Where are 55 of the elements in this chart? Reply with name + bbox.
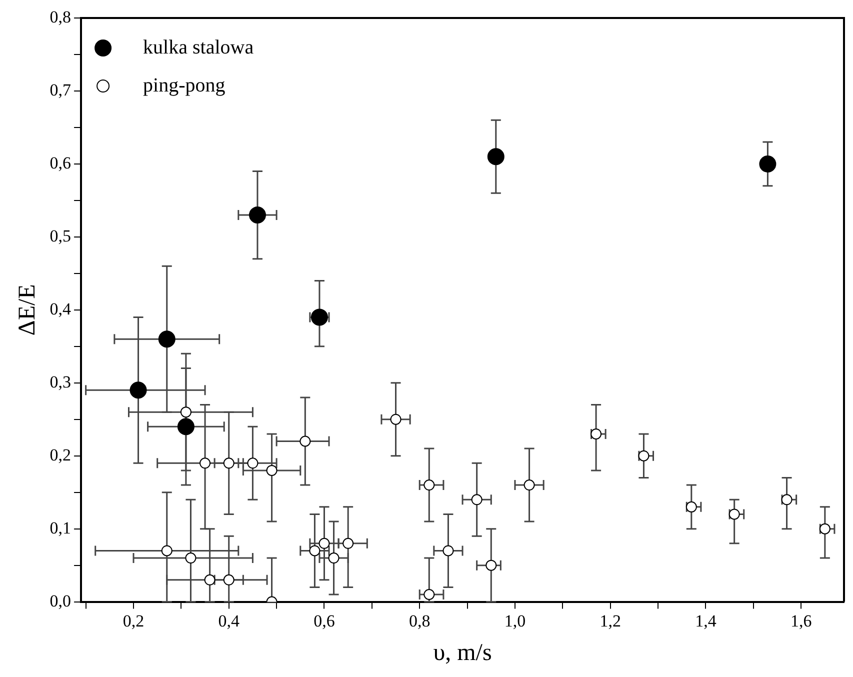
point xyxy=(686,501,697,512)
point xyxy=(310,308,328,326)
y-tick-label: 0,1 xyxy=(50,518,72,538)
point xyxy=(424,480,435,491)
point xyxy=(424,589,435,600)
point xyxy=(204,574,216,586)
point xyxy=(390,414,402,425)
point xyxy=(819,523,830,534)
point xyxy=(486,560,497,571)
y-axis-title: ΔE/E xyxy=(14,284,41,336)
x-tick-label: 0,6 xyxy=(314,611,335,630)
y-tick-label: 0,5 xyxy=(50,226,72,246)
x-tick-label: 1,6 xyxy=(790,611,812,630)
point xyxy=(200,458,211,469)
point xyxy=(223,458,234,469)
point xyxy=(471,494,482,506)
point xyxy=(728,508,740,520)
point xyxy=(158,330,176,348)
x-tick-label: 1,2 xyxy=(600,611,621,630)
y-tick-label: 0,4 xyxy=(50,299,72,318)
x-tick-label: 0,4 xyxy=(218,611,240,630)
x-axis-title: υ, m/s xyxy=(433,640,492,666)
point xyxy=(248,206,266,224)
point xyxy=(342,538,354,549)
point xyxy=(300,436,311,447)
point xyxy=(223,574,234,586)
point xyxy=(781,494,792,506)
y-tick-label: 0,8 xyxy=(50,7,72,26)
point xyxy=(318,538,330,549)
legend-label: kulka stalowa xyxy=(143,36,254,58)
point xyxy=(442,545,454,556)
point xyxy=(309,545,320,556)
y-tick-label: 0,7 xyxy=(50,80,72,100)
legend-label: ping-pong xyxy=(143,74,226,96)
y-tick-label: 0,2 xyxy=(50,445,72,464)
point xyxy=(328,552,340,564)
x-tick-label: 1,4 xyxy=(695,611,717,630)
point xyxy=(247,458,258,469)
point xyxy=(161,545,172,556)
y-tick-label: 0,0 xyxy=(50,591,72,610)
x-tick-label: 0,2 xyxy=(122,611,144,630)
x-tick-label: 0,8 xyxy=(408,611,430,630)
point xyxy=(759,155,776,172)
point xyxy=(185,552,196,564)
point xyxy=(638,450,650,462)
point xyxy=(266,464,278,476)
point xyxy=(180,406,192,418)
point xyxy=(177,418,194,436)
point xyxy=(487,148,504,166)
y-tick-label: 0,6 xyxy=(50,153,72,172)
x-tick-label: 1,0 xyxy=(504,611,526,630)
point xyxy=(590,428,602,440)
point xyxy=(524,480,535,491)
y-tick-label: 0,3 xyxy=(50,372,72,392)
point xyxy=(130,382,147,399)
